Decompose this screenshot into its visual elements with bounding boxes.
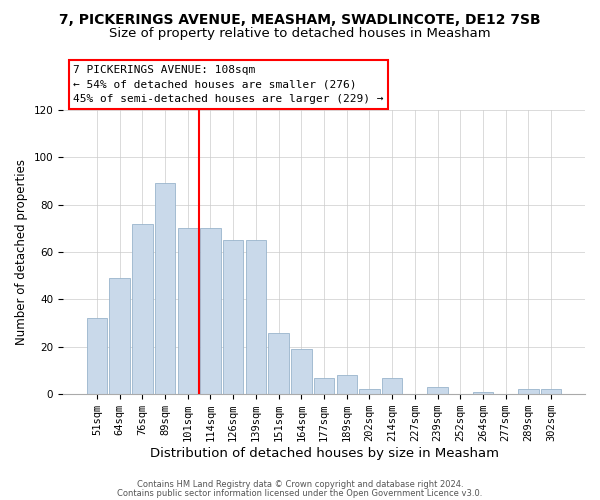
Bar <box>337 376 357 394</box>
Text: Contains HM Land Registry data © Crown copyright and database right 2024.: Contains HM Land Registry data © Crown c… <box>137 480 463 489</box>
Bar <box>473 392 493 394</box>
Bar <box>359 390 380 394</box>
Bar <box>541 390 561 394</box>
Bar <box>245 240 266 394</box>
Bar <box>155 184 175 394</box>
Text: Size of property relative to detached houses in Measham: Size of property relative to detached ho… <box>109 28 491 40</box>
Bar <box>382 378 403 394</box>
Bar <box>87 318 107 394</box>
Text: 7 PICKERINGS AVENUE: 108sqm
← 54% of detached houses are smaller (276)
45% of se: 7 PICKERINGS AVENUE: 108sqm ← 54% of det… <box>73 64 384 104</box>
Bar <box>178 228 198 394</box>
Bar <box>223 240 244 394</box>
X-axis label: Distribution of detached houses by size in Measham: Distribution of detached houses by size … <box>149 447 499 460</box>
Bar <box>109 278 130 394</box>
Text: 7, PICKERINGS AVENUE, MEASHAM, SWADLINCOTE, DE12 7SB: 7, PICKERINGS AVENUE, MEASHAM, SWADLINCO… <box>59 12 541 26</box>
Bar <box>132 224 152 394</box>
Text: Contains public sector information licensed under the Open Government Licence v3: Contains public sector information licen… <box>118 488 482 498</box>
Bar <box>200 228 221 394</box>
Bar <box>268 332 289 394</box>
Y-axis label: Number of detached properties: Number of detached properties <box>15 159 28 345</box>
Bar <box>518 390 539 394</box>
Bar <box>291 349 311 394</box>
Bar <box>427 387 448 394</box>
Bar <box>314 378 334 394</box>
